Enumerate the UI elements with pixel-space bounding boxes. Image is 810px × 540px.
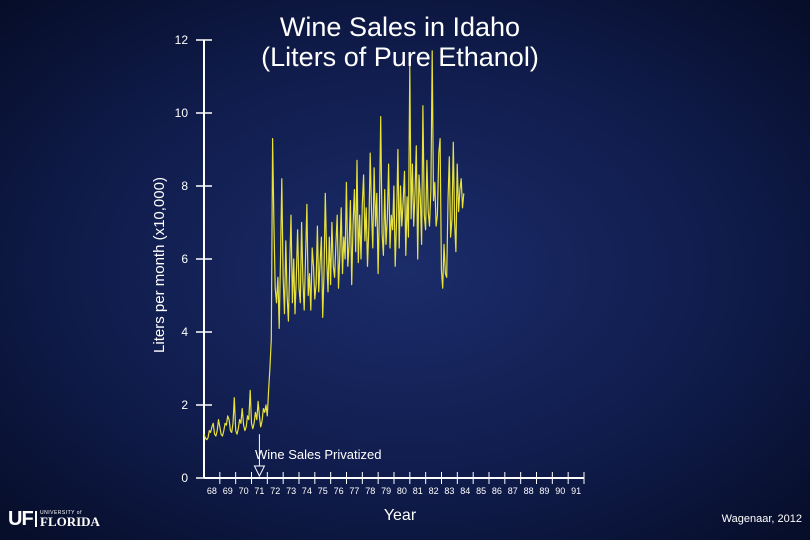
privatization-annotation: Wine Sales Privatized xyxy=(255,447,382,462)
logo-university-text: UNIVERSITY of xyxy=(40,510,82,516)
annotation-marker xyxy=(253,434,266,478)
x-tick-label: 87 xyxy=(508,486,518,496)
x-tick-label: 77 xyxy=(349,486,359,496)
x-tick-label: 88 xyxy=(524,486,534,496)
university-logo: UF UNIVERSITY of FLORIDA xyxy=(8,508,100,530)
x-tick-label: 82 xyxy=(429,486,439,496)
y-tick-label: 4 xyxy=(181,325,188,339)
x-tick-label: 79 xyxy=(381,486,391,496)
logo-divider xyxy=(35,511,37,527)
x-tick-label: 78 xyxy=(365,486,375,496)
x-tick-label: 70 xyxy=(239,486,249,496)
x-tick-label: 80 xyxy=(397,486,407,496)
x-axis: 68 69 70 71 72 73 74 75 76 77 78 79 80 81 82 83 84 85 86 87… xyxy=(204,472,585,496)
x-tick-label: 69 xyxy=(223,486,233,496)
x-tick-label: 75 xyxy=(318,486,328,496)
y-tick-label: 12 xyxy=(175,33,189,47)
y-tick-label: 10 xyxy=(175,106,189,120)
x-tick-label: 84 xyxy=(460,486,470,496)
x-axis-label: Year xyxy=(383,507,417,524)
y-tick-label: 8 xyxy=(181,179,188,193)
y-axis-label: Liters per month (x10,000) xyxy=(151,177,168,353)
chart-subtitle: (Liters of Pure Ethanol) xyxy=(261,42,539,72)
x-tick-label: 86 xyxy=(492,486,502,496)
series-line xyxy=(203,50,465,441)
annotation-arrow xyxy=(253,465,266,478)
y-tick-label: 0 xyxy=(181,471,188,485)
x-tick-label: 76 xyxy=(334,486,344,496)
y-tick-label: 2 xyxy=(181,398,188,412)
x-tick-label: 89 xyxy=(539,486,549,496)
x-tick-label: 91 xyxy=(571,486,581,496)
x-tick-label: 90 xyxy=(555,486,565,496)
x-tick-label: 83 xyxy=(444,486,454,496)
credit-text: Wagenaar, 2012 xyxy=(721,513,802,525)
y-axis: 0 2 4 6 8 10 12 xyxy=(175,33,212,485)
x-tick-label: 85 xyxy=(476,486,486,496)
series-layer xyxy=(203,50,465,441)
x-tick-label: 68 xyxy=(207,486,217,496)
logo-uf-text: UF xyxy=(8,508,34,530)
x-tick-label: 73 xyxy=(286,486,296,496)
x-tick-label: 74 xyxy=(302,486,312,496)
x-tick-label: 72 xyxy=(270,486,280,496)
y-tick-label: 6 xyxy=(181,252,188,266)
chart-title: Wine Sales in Idaho xyxy=(279,12,521,42)
logo-florida-text: FLORIDA xyxy=(40,514,100,529)
x-tick-label: 71 xyxy=(254,486,264,496)
x-tick-label: 81 xyxy=(413,486,423,496)
